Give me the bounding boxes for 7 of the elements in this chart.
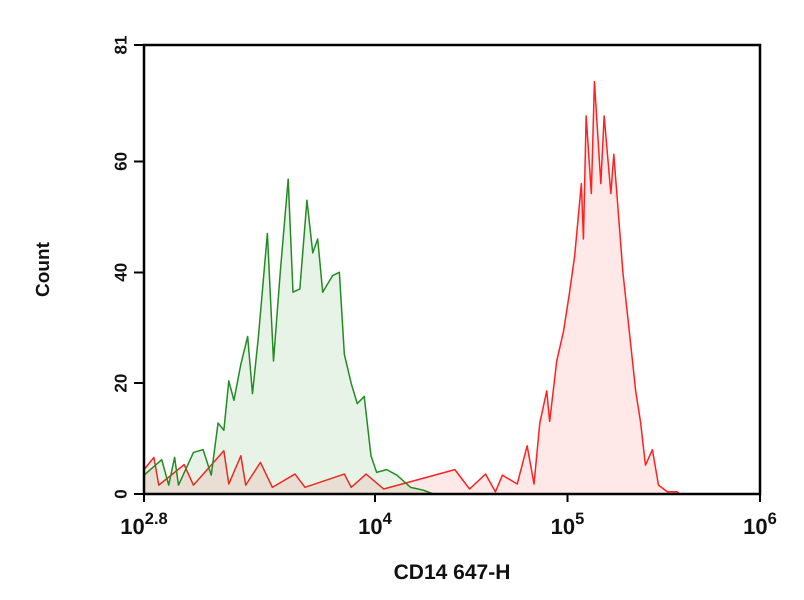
y-tick-label: 60 [112, 152, 131, 171]
y-tick-label: 81 [112, 36, 131, 54]
y-tick-label: 20 [112, 374, 131, 393]
x-axis-title: CD14 647-H [394, 561, 510, 584]
y-axis-title: Count [33, 241, 54, 297]
y-tick-label: 0 [112, 489, 131, 499]
y-tick-label: 40 [112, 262, 131, 282]
